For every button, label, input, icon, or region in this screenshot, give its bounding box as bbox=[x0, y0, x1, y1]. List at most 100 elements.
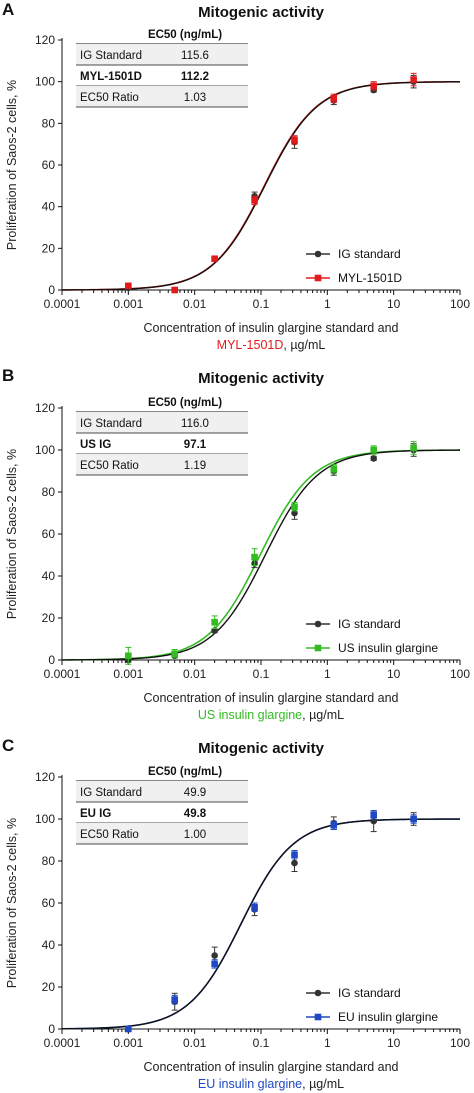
x-axis-label-colored: MYL-1501D bbox=[217, 338, 284, 352]
x-axis-label-unit: , µg/mL bbox=[302, 1077, 344, 1091]
table-row-value: 49.8 bbox=[184, 808, 207, 820]
legend-label: US insulin glargine bbox=[338, 641, 438, 655]
chart-title: Mitogenic activity bbox=[198, 370, 325, 387]
data-point bbox=[251, 903, 258, 911]
y-tick-label: 120 bbox=[35, 770, 55, 784]
data-point bbox=[291, 136, 298, 144]
y-tick-label: 60 bbox=[42, 896, 56, 910]
data-point bbox=[211, 255, 218, 263]
y-tick-label: 120 bbox=[35, 401, 55, 415]
y-tick-label: 60 bbox=[42, 158, 56, 172]
table-row-label: IG Standard bbox=[80, 418, 142, 430]
y-axis-label: Proliferation of Saos-2 cells, % bbox=[5, 80, 19, 250]
legend-label: IG standard bbox=[338, 247, 401, 261]
x-tick-label: 0.0001 bbox=[44, 297, 81, 311]
legend-marker bbox=[314, 1013, 322, 1021]
legend-label: EU insulin glargine bbox=[338, 1010, 438, 1024]
table-row-label: EC50 Ratio bbox=[80, 460, 139, 472]
table-row-value: 97.1 bbox=[184, 439, 207, 451]
data-point bbox=[330, 95, 338, 102]
data-point bbox=[125, 1025, 132, 1033]
chart-panel-b: B Mitogenic activity 0 20 40 60 80 100 120 0.0001… bbox=[2, 366, 470, 722]
table-row-bg bbox=[76, 412, 248, 433]
x-tick-label: 10 bbox=[387, 297, 401, 311]
data-point bbox=[291, 851, 298, 858]
y-tick-label: 80 bbox=[42, 854, 56, 868]
ec50-table-header: EC50 (ng/mL) bbox=[148, 397, 222, 409]
x-tick-label: 10 bbox=[387, 667, 401, 681]
table-row-label: IG Standard bbox=[80, 787, 142, 799]
panel-letter: B bbox=[2, 366, 14, 385]
table-row-value: 1.19 bbox=[184, 460, 206, 472]
data-point bbox=[330, 822, 338, 829]
x-axis-label-line1: Concentration of insulin glargine standa… bbox=[143, 691, 398, 705]
data-point bbox=[171, 286, 178, 294]
x-tick-label: 0.001 bbox=[113, 1036, 143, 1050]
series-us-insulin-glargine bbox=[125, 441, 417, 665]
table-row-label: EC50 Ratio bbox=[80, 92, 139, 104]
legend: IG standard US insulin glargine bbox=[306, 617, 438, 655]
x-axis-label-line1: Concentration of insulin glargine standa… bbox=[143, 321, 398, 335]
y-tick-label: 100 bbox=[35, 443, 55, 457]
x-tick-label: 1 bbox=[324, 297, 331, 311]
legend-marker bbox=[314, 620, 322, 628]
x-tick-label: 0.0001 bbox=[44, 667, 81, 681]
table-row-label: EU IG bbox=[80, 808, 111, 820]
table-row-bg bbox=[76, 781, 248, 802]
table-row-value: 112.2 bbox=[181, 71, 209, 83]
x-tick-label: 1 bbox=[324, 1036, 331, 1050]
data-point bbox=[410, 444, 417, 452]
table-row-label: IG Standard bbox=[80, 50, 142, 62]
data-point bbox=[370, 82, 377, 90]
x-tick-label: 0.1 bbox=[253, 1036, 270, 1050]
y-tick-label: 100 bbox=[35, 75, 55, 89]
ec50-table-header: EC50 (ng/mL) bbox=[148, 29, 222, 41]
legend-label: MYL-1501D bbox=[338, 271, 402, 285]
series-myl-1501d bbox=[125, 72, 417, 294]
x-tick-label: 0.1 bbox=[253, 297, 270, 311]
data-point bbox=[211, 960, 218, 968]
table-row-bg bbox=[76, 44, 248, 65]
data-point bbox=[291, 859, 298, 867]
y-tick-label: 40 bbox=[42, 200, 56, 214]
x-axis-label-line1: Concentration of insulin glargine standa… bbox=[143, 1060, 398, 1074]
table-row-value: 1.03 bbox=[184, 92, 206, 104]
series-eu-insulin-glargine bbox=[125, 810, 417, 1033]
y-tick-label: 100 bbox=[35, 812, 55, 826]
y-tick-label: 40 bbox=[42, 938, 56, 952]
data-point bbox=[330, 465, 338, 473]
x-tick-label: 0.01 bbox=[183, 667, 207, 681]
data-point bbox=[370, 446, 377, 454]
data-point bbox=[251, 553, 258, 561]
data-point bbox=[125, 282, 132, 290]
panel-letter: C bbox=[2, 736, 14, 755]
data-point bbox=[291, 503, 298, 510]
x-tick-label: 0.1 bbox=[253, 667, 270, 681]
data-point bbox=[410, 76, 417, 83]
x-tick-label: 0.0001 bbox=[44, 1036, 81, 1050]
y-tick-label: 20 bbox=[42, 241, 56, 255]
y-axis-label: Proliferation of Saos-2 cells, % bbox=[5, 449, 19, 619]
legend: IG standard EU insulin glargine bbox=[306, 986, 438, 1024]
legend-marker bbox=[314, 274, 322, 282]
data-point bbox=[125, 652, 132, 660]
x-axis-label-line2: EU insulin glargine, µg/mL bbox=[198, 1077, 344, 1091]
x-tick-label: 10 bbox=[387, 1036, 401, 1050]
data-point bbox=[211, 952, 218, 959]
ec50-table-header: EC50 (ng/mL) bbox=[148, 766, 222, 778]
x-tick-label: 0.001 bbox=[113, 297, 143, 311]
x-tick-label: 0.001 bbox=[113, 667, 143, 681]
x-tick-label: 100 bbox=[450, 297, 470, 311]
x-tick-label: 1 bbox=[324, 667, 331, 681]
y-tick-label: 60 bbox=[42, 527, 56, 541]
table-row-label: US IG bbox=[80, 439, 111, 451]
table-row-bg bbox=[76, 823, 248, 844]
panel-letter: A bbox=[2, 0, 14, 19]
legend-marker bbox=[314, 644, 322, 652]
table-row-value: 49.9 bbox=[184, 787, 206, 799]
table-row-value: 115.6 bbox=[181, 50, 209, 62]
data-point bbox=[251, 197, 258, 204]
ec50-table: EC50 (ng/mL) IG Standard 49.9 EU IG 49.8 EC50… bbox=[76, 766, 248, 845]
x-axis-label-colored: US insulin glargine bbox=[198, 708, 302, 722]
